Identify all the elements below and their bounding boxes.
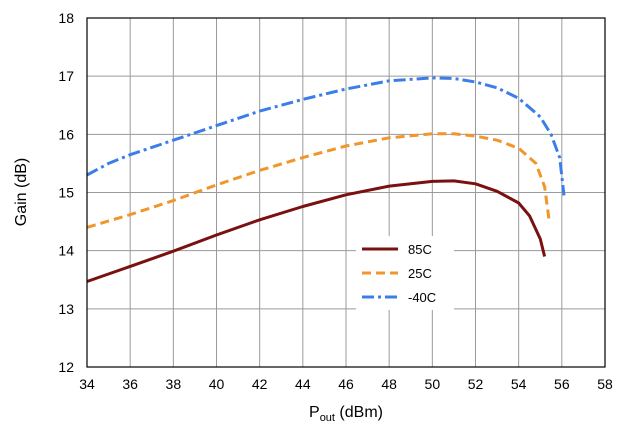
y-tick-label: 17 xyxy=(58,68,74,84)
x-tick-label: 36 xyxy=(122,376,138,392)
plot-frame xyxy=(86,17,606,368)
x-tick-label: 56 xyxy=(554,376,570,392)
x-axis-label-unit: (dBm) xyxy=(335,404,383,421)
series-line-85c xyxy=(86,179,547,283)
legend-label: 25C xyxy=(408,266,432,281)
x-tick-label: 34 xyxy=(79,376,95,392)
x-tick-labels: 34 36 38 40 42 44 46 48 50 52 54 56 58 xyxy=(79,376,613,392)
y-tick-label: 15 xyxy=(58,185,74,201)
series-line--40c xyxy=(86,76,566,196)
x-axis-label: Pout (dBm) xyxy=(309,404,383,424)
x-tick-label: 58 xyxy=(597,376,613,392)
x-tick-label: 40 xyxy=(209,376,225,392)
x-tick-label: 38 xyxy=(166,376,182,392)
x-tick-label: 50 xyxy=(425,376,441,392)
series-line-25c xyxy=(86,132,551,229)
legend-label: -40C xyxy=(408,290,436,305)
x-tick-label: 54 xyxy=(511,376,527,392)
series-lines xyxy=(86,76,566,283)
y-tick-label: 16 xyxy=(58,126,74,142)
x-tick-label: 44 xyxy=(295,376,311,392)
y-tick-label: 14 xyxy=(58,243,74,259)
grid-lines xyxy=(86,17,606,368)
x-tick-label: 52 xyxy=(468,376,484,392)
x-axis-label-main: P xyxy=(309,404,320,421)
x-tick-label: 46 xyxy=(338,376,354,392)
y-tick-label: 13 xyxy=(58,301,74,317)
y-axis-label: Gain (dB) xyxy=(13,158,30,226)
y-tick-label: 18 xyxy=(58,10,74,26)
legend: 85C 25C -40C xyxy=(356,236,454,310)
x-axis-label-subscript: out xyxy=(320,412,335,424)
y-tick-label: 12 xyxy=(58,359,74,375)
y-tick-labels: 12 13 14 15 16 17 18 xyxy=(58,10,74,375)
x-tick-label: 42 xyxy=(252,376,268,392)
x-tick-label: 48 xyxy=(381,376,397,392)
legend-label: 85C xyxy=(408,242,432,257)
